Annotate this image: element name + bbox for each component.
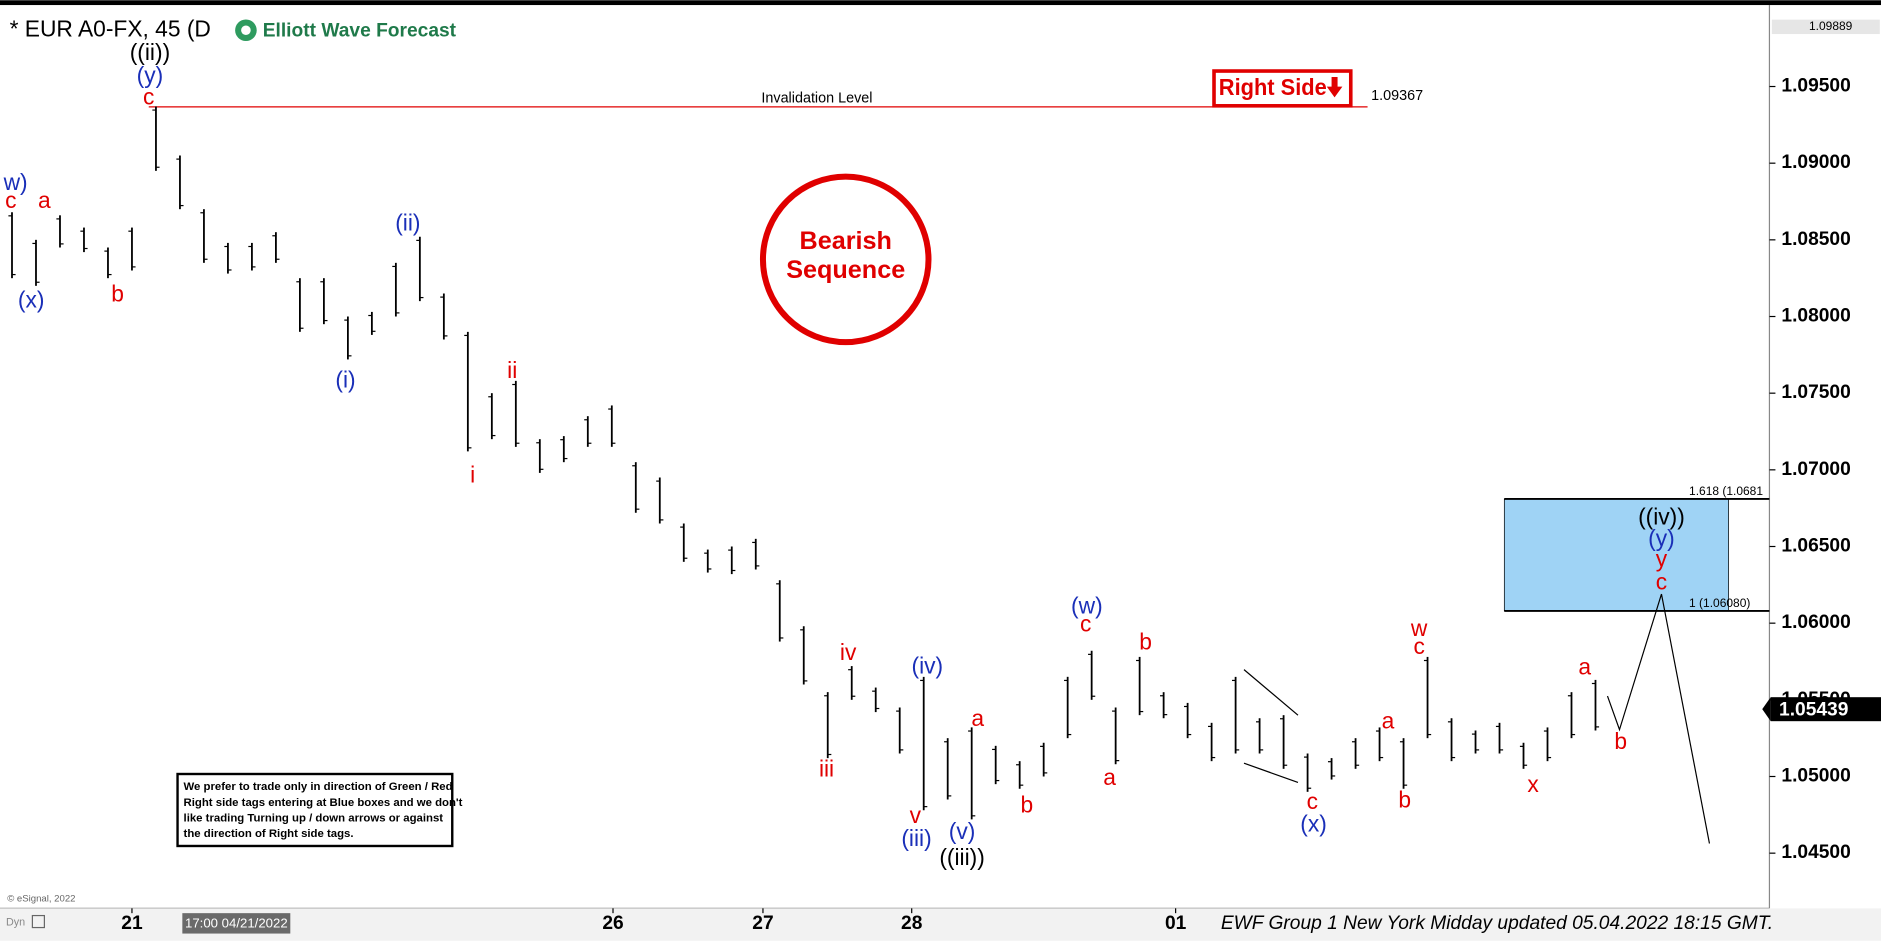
cursor-time-box — [182, 913, 291, 934]
triangle-line — [1243, 669, 1299, 716]
y-tick-label: 1.06500 — [1781, 536, 1850, 557]
projection-path — [1606, 593, 1711, 844]
circle-text: Sequence — [786, 256, 905, 284]
plot: 1.618 (1.0681 1 (1.06080) Invalidation Lev… — [8, 88, 1770, 844]
y-tick-label: 1.08500 — [1781, 229, 1850, 250]
down-arrow — [1326, 77, 1343, 98]
calendar-icon — [31, 914, 45, 929]
bearish-circle — [759, 173, 932, 346]
wave-label: c — [1307, 788, 1318, 814]
wave-label: c — [143, 84, 154, 110]
top-border — [0, 0, 1881, 6]
y-tick-label: 1.05000 — [1781, 766, 1850, 787]
wave-label: c — [1413, 633, 1424, 659]
target-zone — [1503, 498, 1730, 612]
wave-label: (ii) — [395, 210, 420, 236]
wave-label: b — [1139, 628, 1152, 654]
wave-label: v — [910, 802, 922, 828]
wave-label: (i) — [335, 367, 355, 393]
y-tick-label: 1.08000 — [1781, 306, 1850, 327]
wave-label: (y) — [137, 62, 164, 88]
wave-label: b — [1021, 791, 1034, 817]
notice-line: Right side tags entering at Blue boxes a… — [184, 797, 463, 809]
wave-label: a — [38, 187, 51, 213]
wave-label: (w) — [1071, 592, 1103, 618]
wave-label: ((ii)) — [130, 39, 170, 65]
wave-label: b — [1614, 728, 1627, 754]
copyright: © eSignal, 2022 — [7, 893, 75, 904]
wave-label: c — [5, 187, 16, 213]
right-side-tag-box — [1212, 69, 1353, 108]
wave-label: x — [1527, 771, 1539, 797]
wave-label: c — [1656, 568, 1667, 594]
wave-label: (x) — [1300, 811, 1327, 837]
y-tick-label: 1.07500 — [1781, 382, 1850, 403]
y-tick-label: 1.09000 — [1781, 152, 1850, 173]
time-axis-bg — [0, 908, 1881, 941]
wave-label: a — [1103, 764, 1116, 790]
wave-label: ii — [507, 357, 517, 383]
y-tick-label: 1.04500 — [1781, 842, 1850, 863]
circle-text: Bearish — [800, 227, 892, 255]
title: * EUR A0-FX, 45 (D — [10, 15, 211, 41]
wave-label: iii — [819, 755, 834, 781]
right-side-tag: Right Side — [1219, 74, 1327, 100]
invalidation-label: 1.09367 — [1371, 88, 1423, 104]
wave-label: c — [1080, 610, 1091, 636]
x-tick-label: 01 — [1165, 913, 1187, 934]
x-tick-label: 26 — [602, 913, 623, 934]
wave-label: b — [1398, 787, 1411, 813]
notice: We prefer to trade only in direction of … — [184, 781, 463, 840]
last-price-pointer — [1762, 697, 1771, 722]
wave-label: (iv) — [911, 652, 943, 678]
footer: EWF Group 1 New York Midday updated 05.0… — [1221, 913, 1773, 934]
wave-label: (x) — [18, 286, 45, 312]
notice-box — [176, 772, 454, 848]
wave-label: a — [1578, 653, 1591, 679]
wave-label: a — [971, 705, 984, 731]
wave-label: w) — [3, 169, 28, 195]
wave-label: iv — [840, 639, 857, 665]
wave-label: i — [470, 462, 475, 488]
wave-label: y — [1656, 545, 1668, 571]
wave-label: ((iv)) — [1638, 504, 1685, 530]
top-price-label: 1.09889 — [1809, 19, 1853, 33]
triangle-line — [1243, 762, 1299, 783]
x-tick-label: 21 — [121, 913, 143, 934]
notice-line: We prefer to trade only in direction of … — [184, 781, 453, 793]
wave-label: (v) — [949, 818, 976, 844]
wave-label: (iii) — [901, 825, 931, 851]
corner-label: Dyn — [6, 917, 25, 929]
y-tick-label: 1.07000 — [1781, 459, 1850, 480]
y-tick-label: 1.06000 — [1781, 612, 1850, 633]
brand: Elliott Wave Forecast — [263, 21, 457, 42]
zone-label: 1 (1.06080) — [1689, 596, 1750, 610]
invalidation-text: Invalidation Level — [761, 90, 872, 106]
wave-label: b — [111, 280, 124, 306]
wave-label: ((iii)) — [939, 844, 985, 870]
notice-line: like trading Turning up / down arrows or… — [184, 812, 444, 824]
zone-label: 1.618 (1.0681 — [1689, 484, 1763, 498]
notice-line: the direction of Right side tags. — [184, 828, 354, 840]
x-tick-label: 27 — [752, 913, 773, 934]
cursor-time: 17:00 04/21/2022 — [185, 915, 288, 930]
wave-label: (y) — [1648, 525, 1675, 551]
top-price-box — [1771, 19, 1880, 35]
logo-inner — [241, 25, 251, 36]
last-price-box — [1770, 697, 1881, 722]
last-price-label: 1.05439 — [1779, 699, 1848, 720]
y-tick-label: 1.09500 — [1781, 76, 1850, 97]
wave-label: a — [1382, 707, 1395, 733]
x-tick-label: 28 — [901, 913, 923, 934]
wave-label: w — [1410, 615, 1428, 641]
